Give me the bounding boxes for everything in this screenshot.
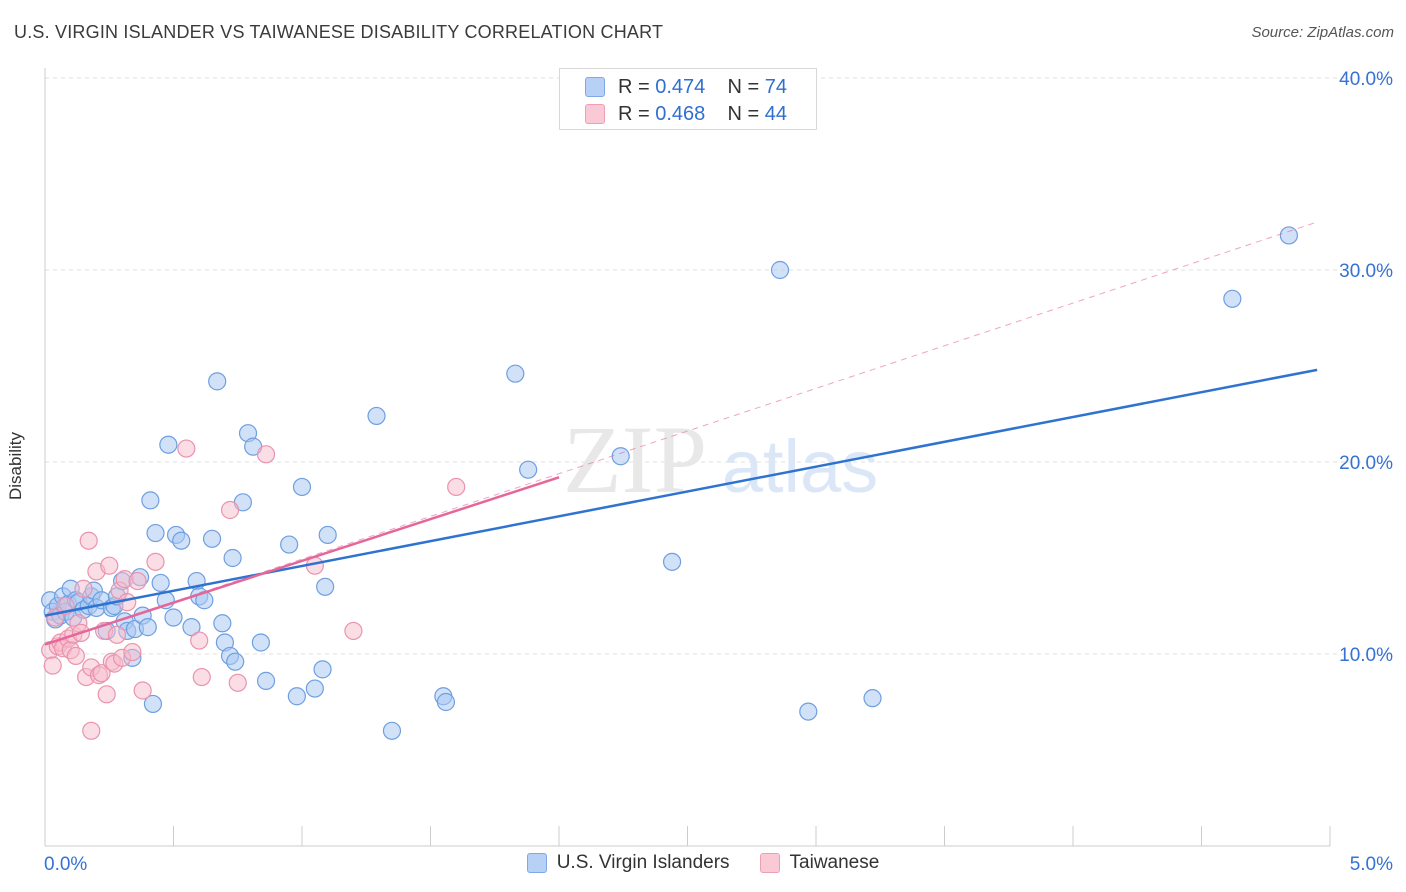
series-taiwanese: [41, 439, 466, 740]
watermark: ZIP atlas: [563, 406, 878, 513]
stats-r-value-pink: 0.468: [655, 102, 706, 125]
point-blue-67: [519, 460, 538, 479]
point-blue-44: [208, 372, 227, 391]
point-pink-34: [177, 439, 196, 458]
point-blue-58: [305, 679, 324, 698]
point-blue-62: [367, 406, 386, 426]
point-pink-19: [92, 664, 111, 683]
stats-swatch-blue: [585, 77, 605, 97]
point-pink-37: [220, 500, 240, 520]
stats-text-blue: R = 0.474 N = 74: [618, 76, 787, 99]
legend-swatch-blue: [526, 853, 547, 873]
stats-swatch-pink: [585, 104, 605, 124]
watermark-zip: ZIP: [563, 406, 707, 513]
y-tick-label-3: 40.0%: [1339, 69, 1393, 90]
stats-row-blue: R = 0.474 N = 74: [585, 74, 787, 100]
legend-item-us-virgin-islanders[interactable]: U.S. Virgin Islanders: [526, 852, 730, 874]
legend-label-us-virgin-islanders: U.S. Virgin Islanders: [556, 852, 730, 873]
point-pink-32: [133, 681, 152, 700]
point-pink-42: [447, 477, 466, 497]
point-pink-22: [100, 556, 119, 575]
point-blue-36: [164, 608, 183, 627]
stats-text-pink: R = 0.468 N = 44: [618, 103, 787, 126]
stats-n-value-blue: 74: [764, 75, 788, 98]
point-pink-41: [344, 621, 363, 641]
point-blue-29: [138, 618, 157, 637]
point-pink-30: [123, 642, 142, 662]
point-blue-74: [1279, 226, 1298, 245]
point-pink-31: [128, 571, 147, 591]
point-blue-69: [662, 552, 682, 571]
point-pink-25: [107, 625, 127, 644]
legend-swatch-pink: [759, 853, 780, 873]
point-pink-36: [192, 667, 211, 687]
point-blue-60: [316, 577, 335, 596]
point-blue-59: [313, 660, 332, 679]
point-blue-54: [256, 671, 276, 690]
axes: [44, 68, 1331, 847]
point-pink-33: [146, 552, 165, 571]
point-blue-73: [1223, 289, 1242, 308]
watermark-atlas: atlas: [722, 425, 878, 508]
stats-legend: R = 0.474 N = 74 R = 0.468 N = 44: [559, 68, 817, 130]
point-blue-48: [223, 548, 242, 568]
bottom-legend: U.S. Virgin Islanders Taiwanese: [0, 852, 1406, 874]
stats-r-label-blue: R =: [618, 75, 656, 98]
point-blue-61: [318, 525, 337, 545]
point-blue-72: [863, 689, 882, 708]
x-tick-label-min: 0.0%: [44, 854, 87, 875]
chart-title: U.S. VIRGIN ISLANDER VS TAIWANESE DISABI…: [14, 22, 664, 42]
stats-n-value-pink: 44: [764, 102, 788, 125]
point-pink-13: [74, 579, 93, 598]
stats-row-pink: R = 0.468 N = 44: [585, 101, 787, 127]
grid-lines: [45, 77, 1392, 655]
legend-item-taiwanese[interactable]: Taiwanese: [759, 852, 880, 874]
legend-label-taiwanese: Taiwanese: [789, 852, 880, 873]
point-pink-29: [118, 593, 137, 612]
y-tick-label-1: 20.0%: [1339, 453, 1393, 474]
point-blue-56: [287, 687, 306, 706]
point-blue-65: [436, 692, 456, 712]
tick-labels: 10.0% 20.0% 30.0% 40.0% 0.0% 5.0%: [44, 69, 1393, 875]
trend-lines: [44, 221, 1318, 646]
point-blue-32: [146, 523, 165, 543]
point-pink-39: [256, 445, 276, 464]
point-blue-43: [202, 529, 222, 548]
point-blue-71: [799, 702, 818, 721]
chart-source: Source: ZipAtlas.com: [1251, 24, 1394, 41]
point-pink-15: [79, 531, 98, 550]
stats-r-label-pink: R =: [618, 102, 656, 125]
point-blue-30: [141, 491, 160, 510]
point-blue-49: [226, 652, 245, 671]
point-blue-68: [611, 447, 630, 466]
stats-n-label-blue: N =: [727, 75, 765, 98]
point-blue-70: [770, 260, 790, 280]
point-blue-66: [506, 364, 525, 383]
stats-r-value-blue: 0.474: [655, 75, 706, 98]
point-blue-63: [382, 721, 402, 740]
point-pink-21: [97, 685, 116, 704]
stats-n-label-pink: N =: [727, 102, 765, 125]
point-blue-45: [213, 614, 232, 633]
point-blue-53: [251, 633, 270, 652]
point-blue-57: [292, 477, 312, 497]
point-blue-55: [280, 535, 299, 554]
point-blue-33: [151, 573, 170, 593]
point-blue-31: [143, 694, 163, 714]
point-pink-35: [190, 631, 209, 650]
point-blue-39: [182, 618, 201, 637]
point-blue-35: [159, 435, 178, 454]
point-pink-43: [82, 721, 101, 740]
y-tick-label-0: 10.0%: [1339, 645, 1393, 666]
x-tick-label-max: 5.0%: [1350, 854, 1393, 875]
point-pink-1: [43, 656, 62, 675]
y-tick-label-2: 30.0%: [1339, 261, 1393, 282]
point-pink-10: [66, 646, 85, 666]
y-axis-label: Disability: [6, 431, 25, 500]
trend-pink: [44, 476, 560, 646]
point-blue-38: [172, 531, 191, 550]
point-pink-38: [228, 673, 247, 692]
